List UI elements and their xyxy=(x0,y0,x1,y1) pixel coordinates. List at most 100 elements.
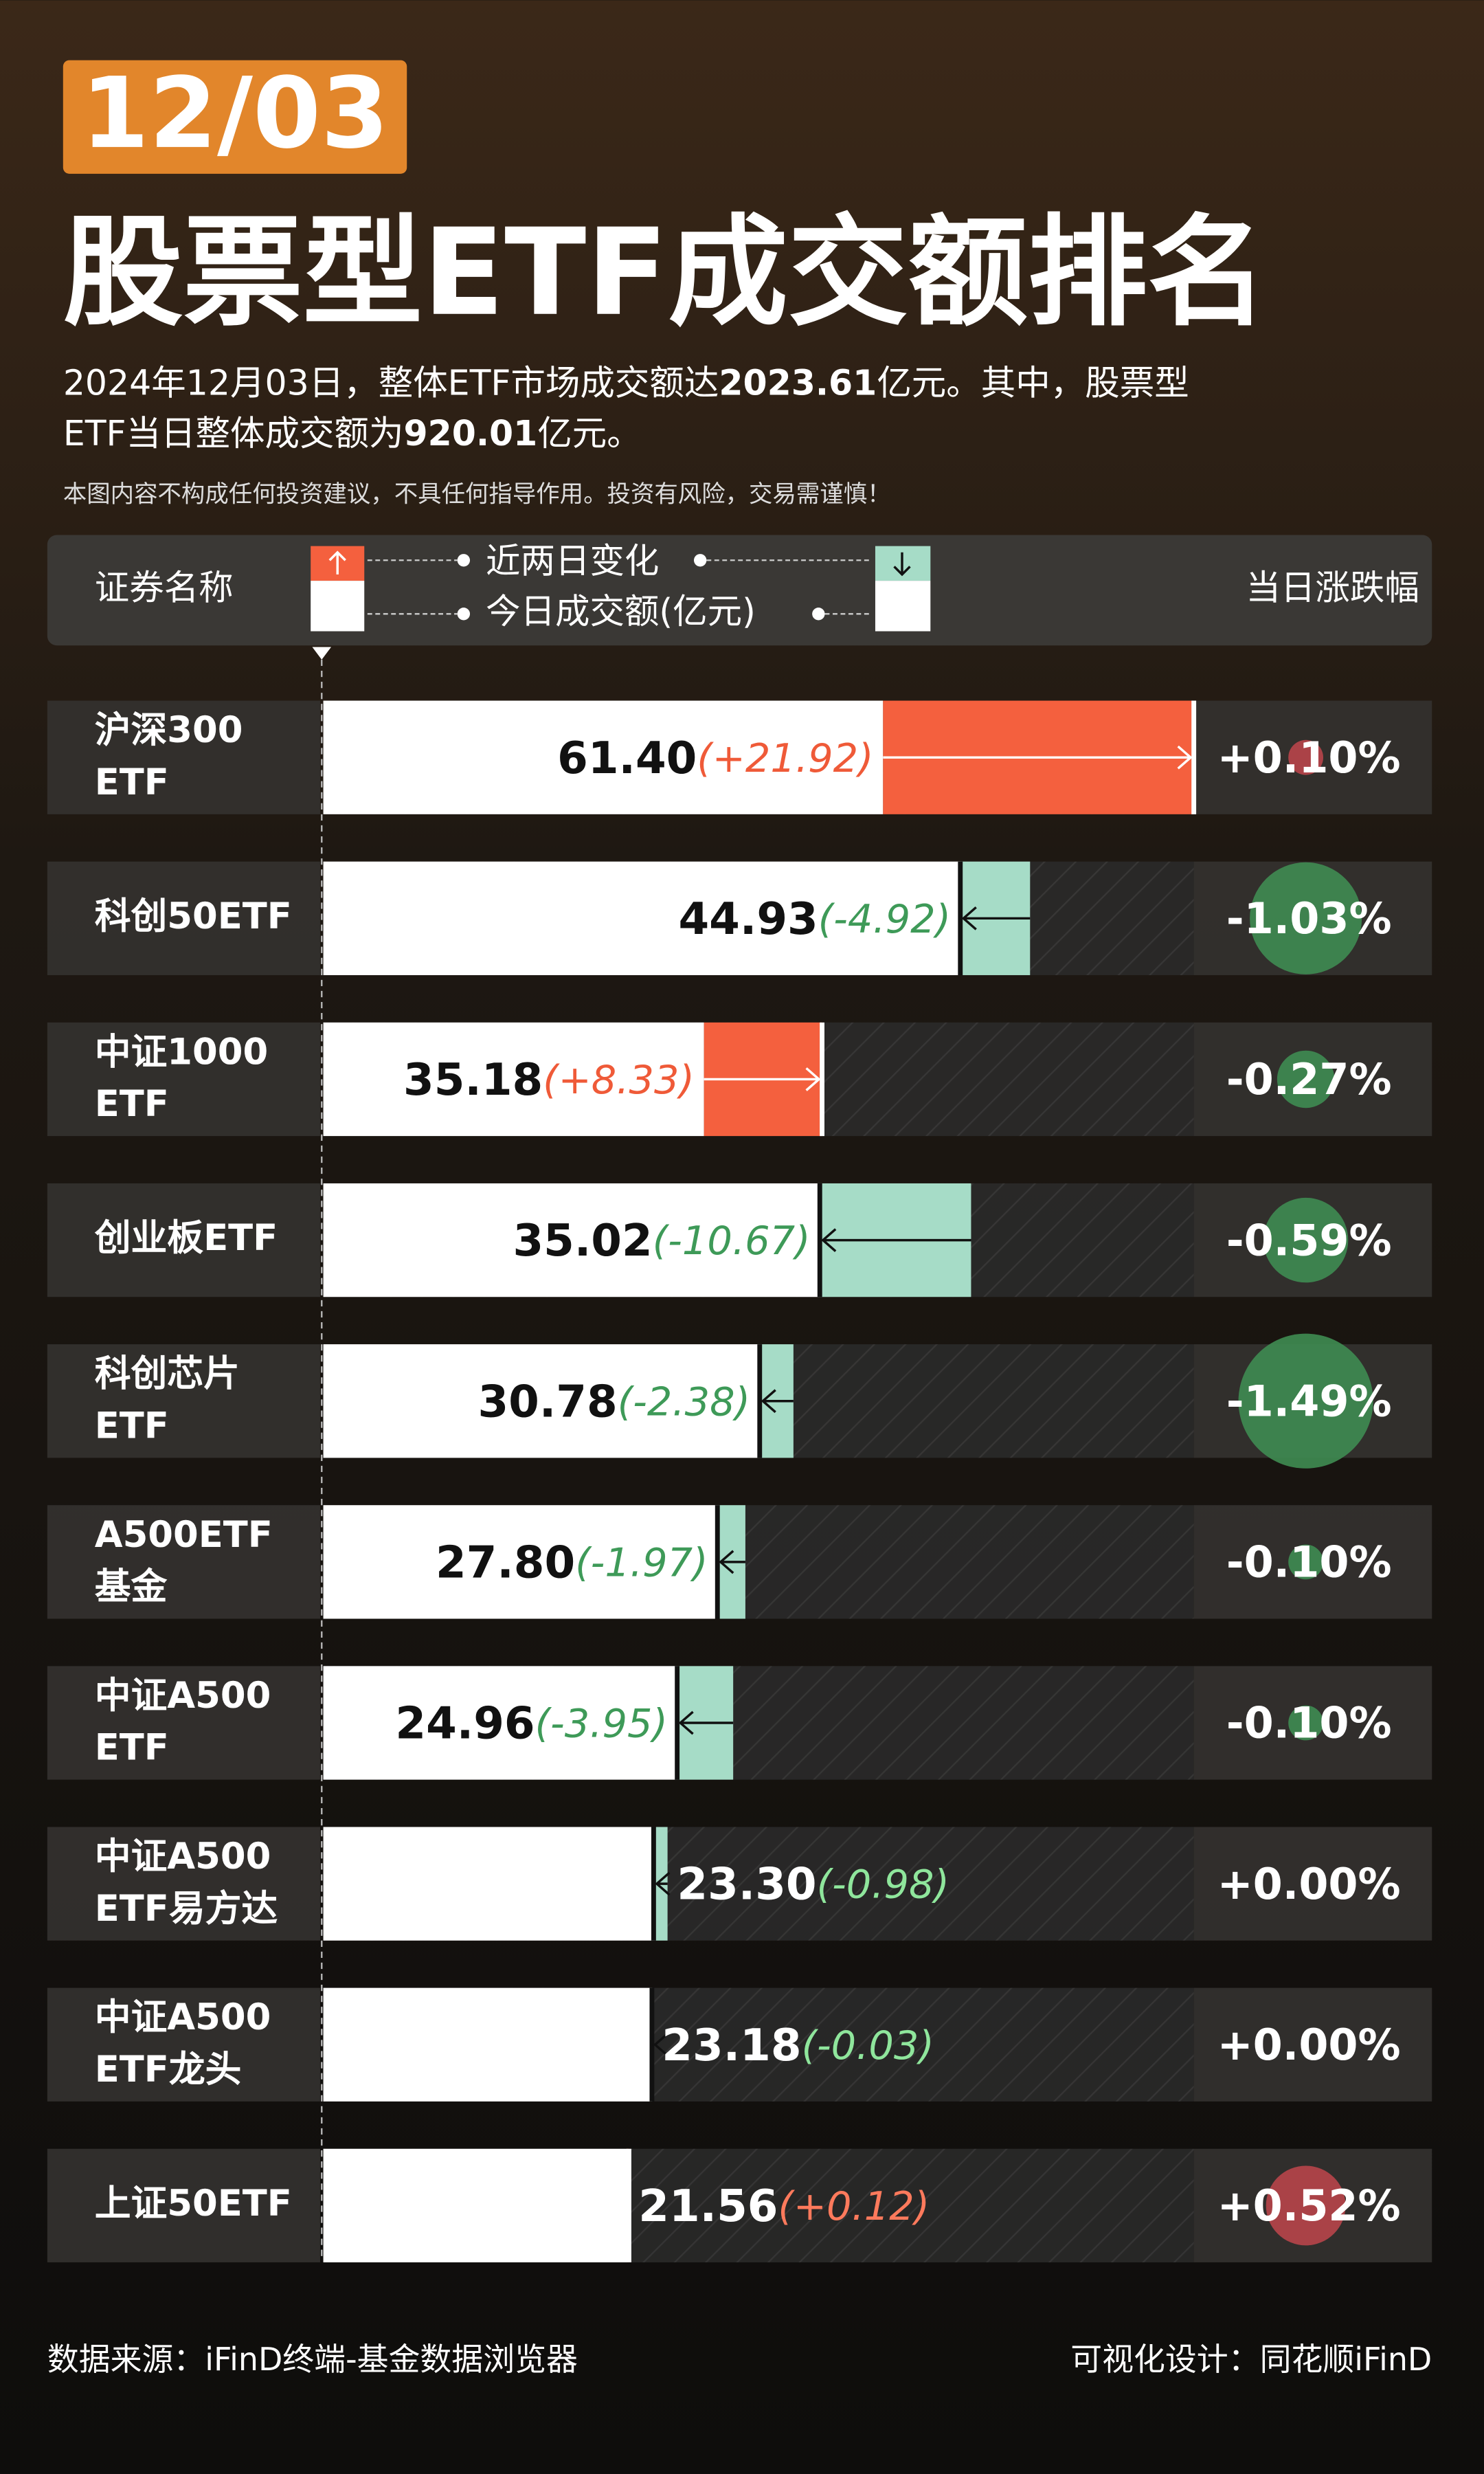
volume-bar xyxy=(323,700,884,814)
change-arrow xyxy=(612,2194,628,2218)
change-label: (-3.95) xyxy=(535,1700,668,1746)
name-cell xyxy=(47,1022,320,1137)
change-cell xyxy=(1193,1987,1432,2102)
volume-label: 44.93 xyxy=(678,893,818,944)
change-label: (-1.97) xyxy=(575,1539,708,1585)
volume-bar xyxy=(323,1987,652,2102)
value-label: 27.80(-1.97) xyxy=(436,1537,708,1588)
value-label: 35.02(-10.67) xyxy=(513,1215,810,1267)
change-label: (-10.67) xyxy=(653,1218,811,1264)
volume-label: 23.30 xyxy=(677,1858,816,1910)
change-arrow xyxy=(821,1228,971,1252)
change-arrow xyxy=(704,1067,821,1091)
disclaimer: 本图内容不构成任何投资建议，不具任何指导作用。投资有风险，交易需谨慎！ xyxy=(63,481,891,509)
column-header: 证券名称 xyxy=(95,567,234,608)
category-label: ETF龙头 xyxy=(95,2049,242,2091)
value-label: 21.56(+0.12) xyxy=(638,2181,930,2232)
legend-volume: 今日成交额(亿元) xyxy=(486,591,756,632)
subtitle-part: 920.01 xyxy=(403,412,537,453)
category-label: 中证A500 xyxy=(95,1836,271,1877)
change-circle xyxy=(1288,739,1324,775)
percent-label: +0.00% xyxy=(1217,2020,1401,2070)
percent-label: -0.10% xyxy=(1226,1537,1392,1587)
change-arrow xyxy=(761,1389,794,1414)
change-label: (+21.92) xyxy=(697,735,873,781)
change-label: (-4.92) xyxy=(818,896,951,942)
volume-bar xyxy=(323,1344,760,1458)
volume-bar xyxy=(323,1505,718,1619)
category-label: 中证A500 xyxy=(95,1996,271,2038)
percent-label: +0.00% xyxy=(1217,1859,1401,1909)
value-label: 61.40(+21.92) xyxy=(557,732,873,783)
percent-label: +0.10% xyxy=(1217,733,1401,783)
legend-change: 近两日变化 xyxy=(486,540,659,581)
name-cell xyxy=(47,1987,320,2102)
category-label: 沪深300 xyxy=(95,709,243,751)
name-cell xyxy=(47,1344,320,1458)
change-label: (+8.33) xyxy=(543,1057,695,1103)
volume-label: 21.56 xyxy=(638,2181,778,2232)
category-label: 基金 xyxy=(95,1566,168,1608)
subtitle-part: 2023.61 xyxy=(719,362,877,403)
change-arrow xyxy=(961,906,1031,930)
category-label: 上证50ETF xyxy=(95,2183,292,2225)
subtitle-line: ETF当日整体成交额为920.01亿元。 xyxy=(63,412,642,453)
legend-icons xyxy=(311,546,931,660)
category-label: 中证1000 xyxy=(95,1031,268,1073)
change-arrow xyxy=(678,1710,734,1735)
name-cell xyxy=(47,700,320,814)
change-circle xyxy=(1266,2165,1346,2246)
category-label: ETF xyxy=(95,761,169,803)
date-badge xyxy=(63,60,407,174)
category-label: 科创芯片 xyxy=(95,1353,240,1395)
subtitle-part: 2024年12月03日，整体ETF市场成交额达 xyxy=(63,362,719,403)
subtitle-part: 亿元。其中，股票型 xyxy=(877,362,1189,403)
category-label: ETF xyxy=(95,1727,169,1769)
volume-label: 24.96 xyxy=(395,1697,535,1749)
change-label: (+0.12) xyxy=(778,2183,930,2229)
change-circle xyxy=(1250,862,1362,974)
volume-label: 30.78 xyxy=(477,1376,617,1427)
name-cell xyxy=(47,1505,320,1619)
value-label: 44.93(-4.92) xyxy=(678,893,951,944)
subtitle-line: 2024年12月03日，整体ETF市场成交额达2023.61亿元。其中，股票型 xyxy=(63,362,1189,403)
name-cell xyxy=(47,1666,320,1780)
name-cell xyxy=(47,1183,320,1297)
percent-label: +0.52% xyxy=(1217,2181,1401,2231)
change-arrow xyxy=(655,1871,671,1896)
change-arrow xyxy=(719,1550,745,1574)
volume-bar xyxy=(323,1666,677,1780)
title: 股票型ETF成交额排名 xyxy=(63,203,1268,343)
subtitle-part: ETF当日整体成交额为 xyxy=(63,412,404,453)
name-cell xyxy=(47,2148,320,2263)
header-row xyxy=(47,535,1432,646)
source: 数据来源：iFinD终端-基金数据浏览器 xyxy=(47,2341,578,2378)
change-label: (-2.38) xyxy=(618,1379,750,1425)
change-circle xyxy=(1288,1544,1324,1580)
volume-label: 61.40 xyxy=(557,732,697,783)
change-circle xyxy=(1238,1333,1373,1469)
name-cell xyxy=(47,1827,320,1941)
volume-bar xyxy=(323,1022,704,1137)
volume-label: 27.80 xyxy=(436,1537,575,1588)
percent-label: -0.27% xyxy=(1226,1054,1392,1104)
category-label: A500ETF xyxy=(95,1514,273,1556)
category-label: 创业板ETF xyxy=(95,1217,278,1259)
change-cell xyxy=(1193,1827,1432,1941)
change-label: (-0.03) xyxy=(802,2022,934,2068)
category-label: 科创50ETF xyxy=(95,895,292,937)
volume-bar xyxy=(323,1827,654,1941)
volume-label: 35.18 xyxy=(403,1054,543,1106)
percent-label: -0.10% xyxy=(1226,1698,1392,1748)
percent-label: -0.59% xyxy=(1226,1215,1392,1265)
subtitle-part: 亿元。 xyxy=(537,412,641,453)
date: 12/03 xyxy=(81,56,389,170)
percent-label: -1.03% xyxy=(1226,893,1392,944)
volume-bar xyxy=(323,861,960,975)
column-header: 当日涨跌幅 xyxy=(1246,567,1419,608)
change-arrow xyxy=(883,745,1193,770)
credit: 可视化设计：同花顺iFinD xyxy=(1070,2341,1432,2378)
